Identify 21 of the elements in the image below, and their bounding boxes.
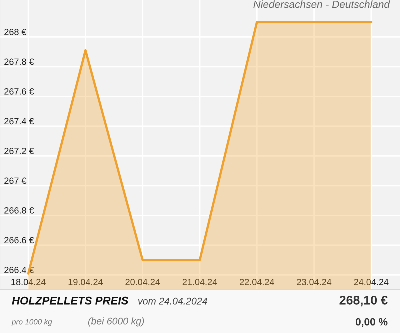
x-tick-label: 18.04.24 (12, 279, 46, 286)
y-tick-label: 266.8 € (4, 207, 34, 214)
text: 0,00 % (356, 318, 388, 328)
chart-subtitle: Niedersachsen - Deutschland (254, 0, 390, 8)
x-tick-label: 21.04.24 (182, 279, 218, 286)
x-tick-label: 24.04.24 (354, 279, 389, 286)
x-tick-label: 19.04.24 (68, 279, 104, 286)
y-tick-label: 267.2 € (4, 148, 34, 154)
x-tick-label: 20.04.24 (126, 279, 160, 286)
text: (bei 6000 kg) (88, 318, 144, 327)
text: 268,10 € (340, 296, 388, 307)
y-tick-label: 267.8 € (4, 58, 34, 66)
text: vom 24.04.2024 (138, 298, 208, 305)
y-tick-label: 268 € (4, 29, 27, 36)
y-tick-label: 267.4 € (4, 118, 34, 125)
y-tick-label: 266.6 € (4, 237, 34, 244)
x-tick-label: 22.04.24 (240, 279, 274, 286)
x-tick-label: 23.04.24 (297, 279, 332, 286)
y-tick-label: 267.6 € (4, 88, 34, 95)
y-tick-label: 267 € (4, 178, 27, 184)
text: HOLZPELLETS PREIS (12, 296, 129, 305)
